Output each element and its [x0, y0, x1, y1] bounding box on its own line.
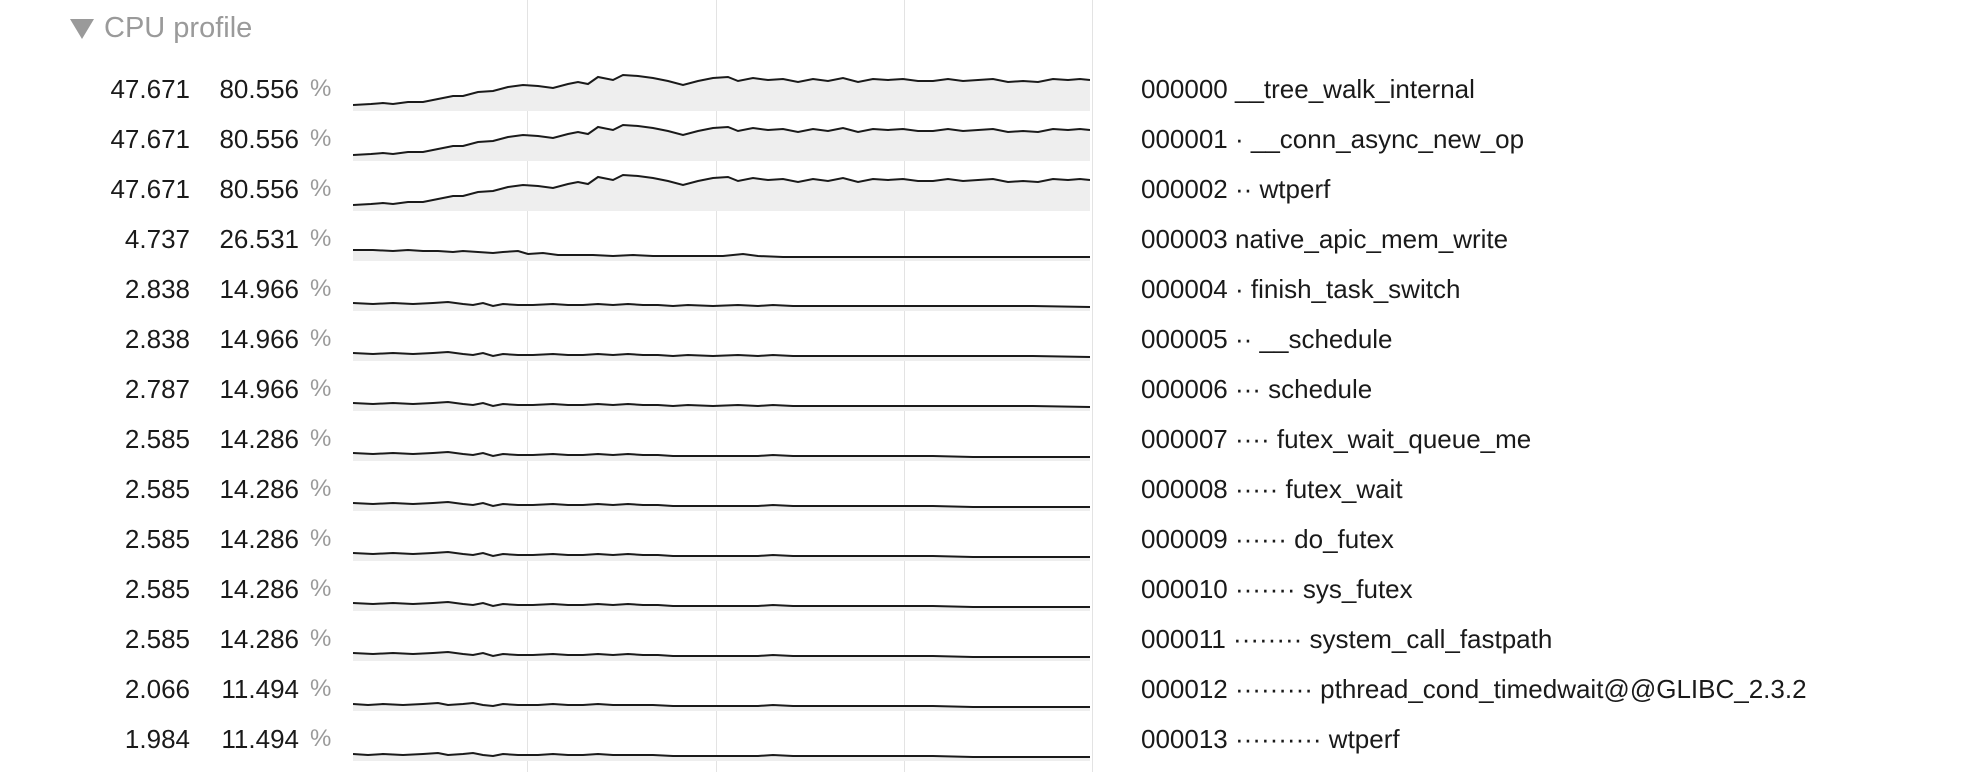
total-value: 14.286	[219, 474, 299, 504]
percent-unit: %	[310, 725, 332, 752]
profile-row[interactable]: 4.737 26.531 % 000003 native_apic_mem_wr…	[0, 215, 1974, 265]
profile-row[interactable]: 2.838 14.966 % 000004 · finish_task_swit…	[0, 265, 1974, 315]
self-value: 47.671	[110, 174, 190, 204]
percent-unit: %	[310, 475, 332, 502]
self-value: 2.585	[124, 574, 190, 604]
profile-row[interactable]: 2.585 14.286 % 000008 ····· futex_wait	[0, 465, 1974, 515]
gridline	[527, 0, 528, 772]
profile-row[interactable]: 2.066 11.494 % 000012 ········· pthread_…	[0, 665, 1974, 715]
self-value: 1.984	[124, 724, 190, 754]
collapse-triangle-icon[interactable]	[70, 19, 94, 39]
function-label: 000000 __tree_walk_internal	[1141, 74, 1475, 104]
function-label: 000005 ·· __schedule	[1141, 324, 1393, 354]
self-value: 2.585	[124, 624, 190, 654]
sparkline	[353, 450, 1090, 461]
self-value: 2.838	[124, 324, 190, 354]
gridline	[904, 0, 905, 772]
cpu-profile-header[interactable]: CPU profile	[70, 8, 252, 48]
sparkline	[353, 550, 1090, 561]
total-value: 11.494	[221, 724, 299, 754]
profile-row[interactable]: 2.585 14.286 % 000010 ······· sys_futex	[0, 565, 1974, 615]
total-value: 14.286	[219, 424, 299, 454]
sparkline	[353, 350, 1090, 361]
sparkline	[353, 400, 1090, 411]
function-label: 000011 ········ system_call_fastpath	[1141, 624, 1553, 654]
sparkline	[353, 123, 1090, 161]
self-value: 47.671	[110, 124, 190, 154]
total-value: 80.556	[219, 74, 299, 104]
percent-unit: %	[310, 425, 332, 452]
percent-unit: %	[310, 325, 332, 352]
profile-row[interactable]: 47.671 80.556 % 000001 · __conn_async_ne…	[0, 115, 1974, 165]
total-value: 80.556	[219, 174, 299, 204]
sparkline	[353, 300, 1090, 311]
profile-table: 47.671 80.556 % 000000 __tree_walk_inter…	[0, 65, 1974, 765]
self-value: 2.585	[124, 424, 190, 454]
percent-unit: %	[310, 125, 332, 152]
total-value: 11.494	[221, 674, 299, 704]
total-value: 14.286	[219, 624, 299, 654]
percent-unit: %	[310, 675, 332, 702]
percent-unit: %	[310, 225, 332, 252]
sparkline	[353, 73, 1090, 111]
self-value: 2.066	[124, 674, 190, 704]
total-value: 14.966	[219, 274, 299, 304]
percent-unit: %	[310, 175, 332, 202]
self-value: 2.787	[124, 374, 190, 404]
sparkline	[353, 751, 1090, 761]
self-value: 2.585	[124, 524, 190, 554]
gridline	[716, 0, 717, 772]
percent-unit: %	[310, 525, 332, 552]
sparkline	[353, 701, 1090, 711]
total-value: 14.966	[219, 324, 299, 354]
self-value: 2.838	[124, 274, 190, 304]
function-label: 000001 · __conn_async_new_op	[1141, 124, 1525, 154]
function-label: 000003 native_apic_mem_write	[1141, 224, 1509, 254]
total-value: 14.286	[219, 574, 299, 604]
function-label: 000006 ··· schedule	[1141, 374, 1373, 404]
profile-row[interactable]: 1.984 11.494 % 000013 ·········· wtperf	[0, 715, 1974, 765]
self-value: 47.671	[110, 74, 190, 104]
percent-unit: %	[310, 375, 332, 402]
sparkline	[353, 650, 1090, 661]
profile-row[interactable]: 2.585 14.286 % 000009 ······ do_futex	[0, 515, 1974, 565]
self-value: 2.585	[124, 474, 190, 504]
profile-row[interactable]: 2.787 14.966 % 000006 ··· schedule	[0, 365, 1974, 415]
function-label: 000008 ····· futex_wait	[1141, 474, 1403, 504]
profile-row[interactable]: 2.585 14.286 % 000011 ········ system_ca…	[0, 615, 1974, 665]
function-label: 000009 ······ do_futex	[1141, 524, 1394, 554]
section-title: CPU profile	[104, 11, 253, 44]
sparkline	[353, 248, 1090, 261]
profile-row[interactable]: 47.671 80.556 % 000000 __tree_walk_inter…	[0, 65, 1974, 115]
sparkline	[353, 173, 1090, 211]
sparkline	[353, 600, 1090, 611]
gridline	[1092, 0, 1093, 772]
function-label: 000010 ······· sys_futex	[1141, 574, 1413, 604]
function-label: 000004 · finish_task_switch	[1141, 274, 1461, 304]
percent-unit: %	[310, 575, 332, 602]
percent-unit: %	[310, 275, 332, 302]
total-value: 80.556	[219, 124, 299, 154]
function-label: 000013 ·········· wtperf	[1141, 724, 1400, 754]
function-label: 000002 ·· wtperf	[1141, 174, 1331, 204]
total-value: 26.531	[219, 224, 299, 254]
function-label: 000012 ········· pthread_cond_timedwait@…	[1141, 674, 1807, 704]
percent-unit: %	[310, 625, 332, 652]
profile-row[interactable]: 2.838 14.966 % 000005 ·· __schedule	[0, 315, 1974, 365]
self-value: 4.737	[124, 224, 190, 254]
profile-row[interactable]: 47.671 80.556 % 000002 ·· wtperf	[0, 165, 1974, 215]
total-value: 14.966	[219, 374, 299, 404]
function-label: 000007 ···· futex_wait_queue_me	[1141, 424, 1532, 454]
percent-unit: %	[310, 75, 332, 102]
total-value: 14.286	[219, 524, 299, 554]
sparkline	[353, 500, 1090, 511]
profile-row[interactable]: 2.585 14.286 % 000007 ···· futex_wait_qu…	[0, 415, 1974, 465]
